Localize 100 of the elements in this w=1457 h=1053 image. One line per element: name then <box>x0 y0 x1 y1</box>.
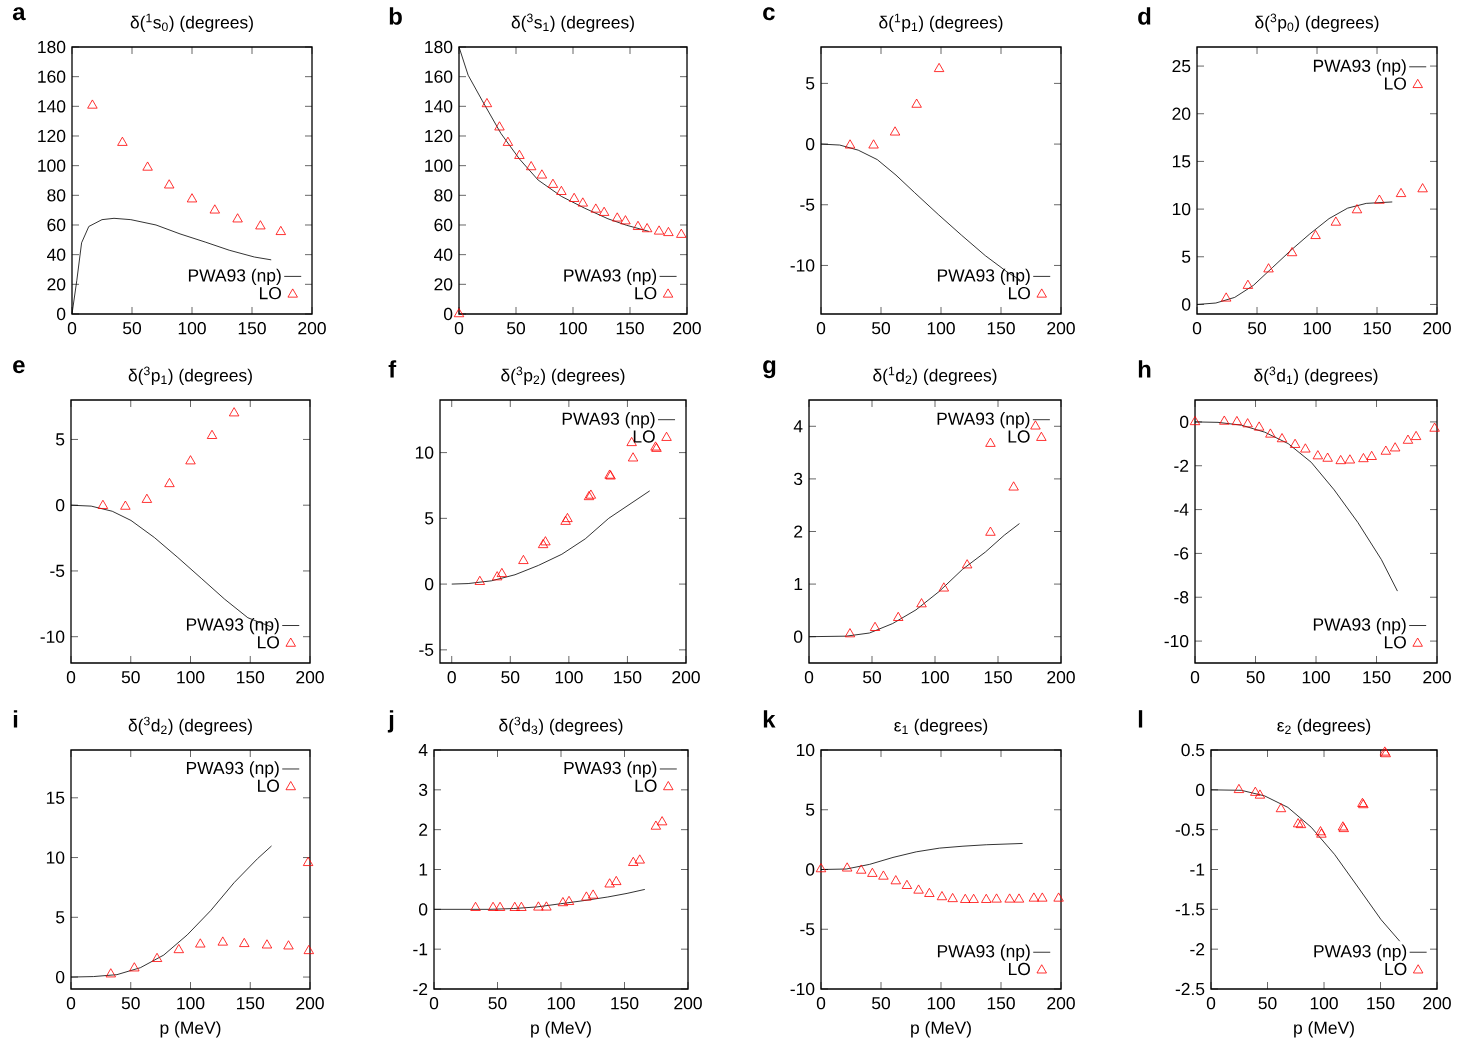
point <box>627 452 639 462</box>
point <box>302 856 314 866</box>
x-tick-label: 150 <box>1363 322 1391 335</box>
point <box>641 223 653 233</box>
point <box>255 220 266 230</box>
point <box>1380 445 1391 455</box>
x-tick-label: 0 <box>66 997 76 1010</box>
point <box>474 575 485 585</box>
point <box>611 875 622 885</box>
point <box>195 938 206 948</box>
x-tick-label: 0 <box>1206 997 1216 1010</box>
legend-label: LO <box>1385 77 1406 90</box>
point <box>878 870 889 880</box>
point <box>1330 216 1342 226</box>
y-tick-label: 0 <box>443 307 453 321</box>
legend-label: PWA93 (np) <box>1314 944 1407 961</box>
point <box>518 554 529 564</box>
point <box>164 179 175 189</box>
y-tick-label: 15 <box>1172 155 1191 168</box>
point <box>1358 453 1369 463</box>
legend-label: PWA93 (np) <box>188 268 281 286</box>
legend-label: LO <box>259 287 281 300</box>
legend-label: LO <box>635 779 657 792</box>
chart-title: δ($^{3}$d$_{3}$) (degrees) <box>499 716 623 736</box>
legend-label: LO <box>1009 287 1030 300</box>
x-axis-title: p (MeV) <box>531 1021 591 1038</box>
point <box>577 197 588 207</box>
y-tick-label: 3 <box>793 472 803 486</box>
point <box>164 477 175 488</box>
point <box>911 98 922 108</box>
legend-label: PWA93 (np) <box>564 268 657 286</box>
y-tick-label: 10 <box>796 743 815 757</box>
x-tick-label: 50 <box>1248 322 1267 335</box>
point <box>924 887 935 897</box>
point <box>867 867 878 877</box>
chart-title: δ($^{1}$d$_{2}$) (degrees) <box>873 366 997 386</box>
y-tick-label: 10 <box>46 851 65 864</box>
point <box>968 893 979 903</box>
point <box>283 940 294 950</box>
y-tick-label: -10 <box>1164 634 1189 648</box>
point <box>815 863 827 873</box>
y-tick-label: 140 <box>38 100 66 113</box>
y-tick-label: 0 <box>1180 415 1189 429</box>
point <box>1275 803 1287 813</box>
text: j <box>387 710 394 733</box>
point <box>239 937 250 947</box>
chart-title: δ($^{1}$p$_{1}$) (degrees) <box>879 13 1003 33</box>
y-tick-label: 0 <box>56 307 66 321</box>
x-tick-label: 150 <box>1363 671 1391 684</box>
y-tick-label: 180 <box>425 40 453 54</box>
y-tick-label: -10 <box>40 630 65 643</box>
point <box>1335 455 1346 465</box>
x-tick-label: 0 <box>66 671 76 684</box>
y-tick-label: 20 <box>1172 107 1191 120</box>
x-axis-title: p (MeV) <box>1294 1021 1354 1038</box>
point <box>1286 247 1298 257</box>
point <box>938 582 949 592</box>
x-tick-label: 0 <box>816 322 826 335</box>
point <box>1389 442 1401 452</box>
x-tick-label: 100 <box>177 671 205 684</box>
point <box>590 203 601 213</box>
y-tick-label: 40 <box>434 248 453 261</box>
point <box>1410 430 1422 440</box>
point <box>663 226 674 236</box>
point <box>1344 454 1356 464</box>
x-tick-label: 50 <box>1246 671 1265 684</box>
y-tick-label: -2.5 <box>1175 982 1205 996</box>
point <box>481 98 493 108</box>
point <box>1254 789 1266 799</box>
point <box>1429 422 1440 432</box>
y-tick-label: 3 <box>418 783 428 796</box>
y-tick-label: -5 <box>50 564 65 578</box>
y-tick-label: 4 <box>793 420 803 433</box>
text: i <box>13 710 18 728</box>
y-tick-label: 0 <box>418 903 428 916</box>
point <box>889 126 901 136</box>
x-tick-label: 150 <box>611 997 639 1010</box>
point <box>206 429 218 439</box>
legend-label: LO <box>258 636 280 649</box>
point <box>913 884 924 894</box>
chart-title: δ($^{3}$p$_{1}$) (degrees) <box>128 366 252 386</box>
point <box>1233 783 1245 793</box>
point <box>516 901 527 911</box>
y-tick-label: -2 <box>1174 459 1189 472</box>
point <box>1004 893 1015 903</box>
y-tick-label: 60 <box>434 218 453 232</box>
chart-title: δ($^{3}$p$_{0}$) (degrees) <box>1255 13 1379 33</box>
point <box>869 621 881 631</box>
legend-label: PWA93 (np) <box>562 412 655 429</box>
legend-label: LO <box>633 430 655 443</box>
point <box>947 892 958 903</box>
point <box>676 228 687 238</box>
y-tick-label: 80 <box>434 189 453 202</box>
y-tick-label: 5 <box>1182 250 1191 263</box>
y-tick-label: 100 <box>38 159 66 172</box>
y-tick-label: 0.5 <box>1181 743 1205 757</box>
text: d <box>1138 7 1151 25</box>
point <box>533 901 544 911</box>
point <box>844 628 856 638</box>
x-tick-label: 100 <box>1303 322 1331 335</box>
